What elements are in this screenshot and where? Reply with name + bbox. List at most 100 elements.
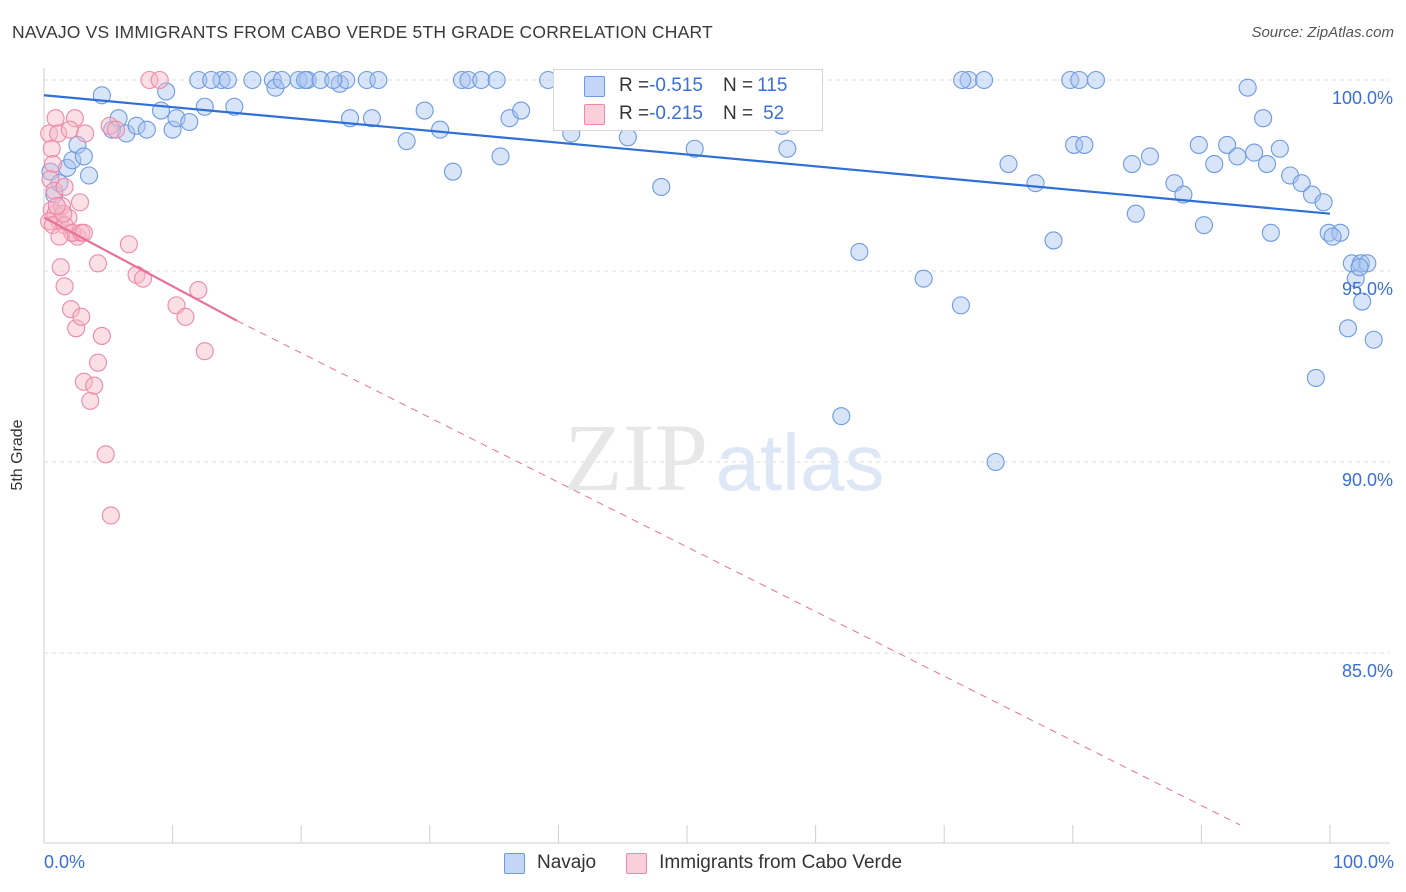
- chart-title: NAVAJO VS IMMIGRANTS FROM CABO VERDE 5TH…: [12, 22, 713, 42]
- legend-n-value: 115: [757, 75, 788, 96]
- navajo-point: [850, 242, 869, 261]
- navajo-point: [324, 70, 343, 90]
- navajo-point: [137, 120, 156, 139]
- legend-row-cabo-verde: R = -0.215 N = 52: [554, 101, 784, 127]
- cabo-verde-point: [49, 124, 68, 143]
- y-tick-label: 85.0%: [1342, 661, 1393, 681]
- navajo-point: [1245, 143, 1264, 162]
- navajo-point: [1065, 135, 1084, 154]
- navajo-point: [180, 112, 199, 132]
- navajo-point: [431, 120, 450, 139]
- navajo-point: [1194, 216, 1214, 235]
- navajo-point: [266, 78, 285, 97]
- y-tick-label: 100.0%: [1332, 88, 1393, 108]
- cabo-verde-point: [189, 281, 208, 300]
- navajo-point: [1126, 204, 1145, 223]
- cabo-verde-point: [42, 139, 61, 158]
- navajo-point: [1257, 154, 1277, 174]
- navajo-point: [443, 162, 462, 181]
- legend-n-label: N =: [722, 75, 754, 96]
- cabo-verde-point: [88, 353, 108, 372]
- navajo-point: [1218, 135, 1237, 154]
- navajo-point: [459, 70, 478, 90]
- cabo-verde-point: [55, 277, 74, 296]
- navajo-point: [415, 101, 434, 120]
- navajo-point: [1270, 139, 1289, 158]
- navajo-point: [959, 70, 978, 90]
- cabo-verde-point: [176, 307, 195, 326]
- cabo-verde-point: [46, 109, 65, 128]
- navajo-point: [311, 70, 330, 90]
- cabo-verde-point: [92, 326, 111, 345]
- cabo-verde-point: [72, 307, 91, 326]
- trend-lines: [43, 94, 1331, 826]
- navajo-point: [1353, 292, 1372, 311]
- cabo-verde-point: [195, 342, 214, 361]
- cabo-verde-point: [81, 391, 100, 410]
- navajo-point: [832, 407, 851, 426]
- trend-line-navajo: [43, 94, 1331, 215]
- navajo-point: [472, 70, 491, 90]
- stats-legend: R = -0.515 N = 115 R = -0.215 N = 52: [553, 69, 823, 131]
- cabo-verde-point: [43, 154, 63, 174]
- legend-label-navajo: Navajo: [536, 852, 597, 873]
- legend-swatch-cabo-verde: [584, 103, 605, 125]
- navajo-point: [1026, 174, 1045, 193]
- navajo-point: [127, 116, 146, 135]
- legend-r-label: R =: [619, 75, 650, 96]
- navajo-point: [1306, 368, 1325, 388]
- navajo-point: [202, 70, 221, 90]
- navajo-point: [953, 70, 972, 90]
- navajo-point: [117, 124, 136, 143]
- y-tick-label: 90.0%: [1342, 470, 1393, 490]
- cabo-verde-point: [88, 254, 108, 273]
- navajo-point: [1261, 223, 1280, 242]
- navajo-point: [1228, 147, 1247, 166]
- cabo-verde-point: [140, 70, 159, 90]
- navajo-point: [1140, 147, 1160, 166]
- navajo-point: [1086, 70, 1105, 90]
- navajo-point: [163, 120, 182, 139]
- navajo-point: [362, 109, 381, 128]
- cabo-verde-point: [65, 109, 84, 128]
- cabo-verde-point: [70, 193, 90, 212]
- cabo-verde-point: [55, 177, 74, 197]
- navajo-point: [195, 97, 214, 116]
- y-tick-labels: 100.0% 95.0% 90.0% 85.0%: [1332, 88, 1393, 681]
- x-tick-max: 100.0%: [1332, 852, 1394, 872]
- navajo-point: [951, 296, 970, 315]
- grid-lines: [44, 79, 1390, 654]
- navajo-point: [74, 147, 93, 166]
- navajo-point: [189, 70, 208, 90]
- legend-item-cabo-verde[interactable]: Immigrants from Cabo Verde: [626, 852, 902, 874]
- navajo-point: [512, 101, 531, 120]
- cabo-verde-point: [150, 70, 169, 90]
- legend-r-label: R =: [619, 103, 650, 124]
- trend-extension-cabo-verde: [236, 320, 1241, 826]
- navajo-point: [685, 139, 704, 158]
- legend-item-navajo[interactable]: Navajo: [503, 852, 597, 874]
- legend-r-value: -0.215: [649, 103, 703, 124]
- chart-source: Source: ZipAtlas.com: [1251, 24, 1394, 41]
- navajo-point: [986, 452, 1005, 472]
- navajo-point: [914, 269, 933, 288]
- navajo-point: [618, 128, 637, 147]
- cabo-verde-point: [96, 445, 115, 464]
- cabo-verde-point: [47, 197, 66, 216]
- navajo-point: [337, 70, 356, 90]
- navajo-point: [1323, 227, 1342, 246]
- navajo-point: [1238, 78, 1257, 97]
- cabo-verde-point: [61, 300, 81, 319]
- navajo-point: [1044, 231, 1063, 250]
- legend-r-value: -0.515: [649, 75, 703, 96]
- cabo-verde-point: [54, 204, 73, 223]
- watermark: ZIP atlas: [564, 404, 884, 511]
- cabo-verde-point: [85, 376, 104, 395]
- cabo-verde-point: [119, 235, 138, 254]
- x-tick-min: 0.0%: [44, 852, 86, 872]
- cabo-verde-point: [60, 120, 79, 139]
- navajo-point: [452, 70, 472, 90]
- cabo-verde-point: [67, 319, 86, 338]
- cabo-verde-point: [106, 120, 126, 139]
